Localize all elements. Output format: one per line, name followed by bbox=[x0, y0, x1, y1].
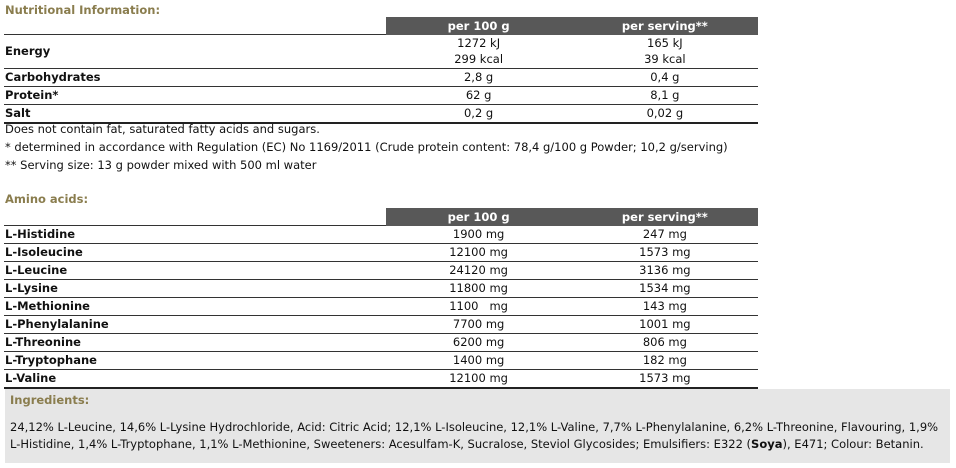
amino-table: per 100 g per serving** L-Histidine 1900… bbox=[4, 208, 758, 389]
row-per-serving: 247 mg bbox=[571, 225, 758, 244]
row-per-serving: 182 mg bbox=[571, 351, 758, 370]
table-row: Salt 0,2 g 0,02 g bbox=[4, 104, 758, 124]
row-per100: 7700 mg bbox=[385, 315, 572, 334]
table-row: L-Valine 12100 mg 1573 mg bbox=[4, 369, 758, 389]
table-row: L-Threonine 6200 mg 806 mg bbox=[4, 333, 758, 352]
ingredients-box: Ingredients: 24,12% L-Leucine, 14,6% L-L… bbox=[5, 389, 950, 463]
row-per-serving: 143 mg bbox=[571, 297, 758, 316]
row-per100: 6200 mg bbox=[385, 333, 572, 352]
energy-per100: 1272 kJ 299 kcal bbox=[385, 34, 572, 69]
ingredients-text-before: 24,12% L-Leucine, 14,6% L-Lysine Hydroch… bbox=[10, 420, 939, 451]
energy-row: Energy 1272 kJ 299 kcal 165 kJ 39 kcal bbox=[4, 34, 758, 69]
row-label: L-Valine bbox=[4, 369, 386, 389]
row-label: L-Leucine bbox=[4, 261, 386, 280]
row-per-serving: 0,4 g bbox=[571, 68, 758, 87]
row-per100: 1900 mg bbox=[385, 225, 572, 244]
table-row: Carbohydrates 2,8 g 0,4 g bbox=[4, 68, 758, 87]
row-label: L-Histidine bbox=[4, 225, 386, 244]
nutrition-title: Nutritional Information: bbox=[5, 3, 161, 17]
header-per-serving: per serving** bbox=[571, 208, 758, 226]
row-per100: 0,2 g bbox=[385, 104, 572, 124]
header-per100: per 100 g bbox=[385, 17, 572, 35]
row-per-serving: 806 mg bbox=[571, 333, 758, 352]
row-per100: 24120 mg bbox=[385, 261, 572, 280]
nutrition-header-row: per 100 g per serving** bbox=[4, 17, 758, 35]
table-row: L-Tryptophane 1400 mg 182 mg bbox=[4, 351, 758, 370]
row-label: L-Threonine bbox=[4, 333, 386, 352]
note-serving-size: ** Serving size: 13 g powder mixed with … bbox=[5, 158, 317, 172]
row-per-serving: 1001 mg bbox=[571, 315, 758, 334]
energy-kj-serving: 165 kJ bbox=[647, 36, 683, 51]
row-per-serving: 1534 mg bbox=[571, 279, 758, 298]
nutrition-table: per 100 g per serving** Energy 1272 kJ 2… bbox=[4, 17, 758, 124]
energy-kcal-per100: 299 kcal bbox=[454, 52, 504, 67]
row-per100: 12100 mg bbox=[385, 243, 572, 262]
ingredients-title: Ingredients: bbox=[10, 393, 90, 407]
amino-title: Amino acids: bbox=[5, 192, 89, 206]
row-per-serving: 0,02 g bbox=[571, 104, 758, 124]
row-label: Protein* bbox=[4, 86, 386, 105]
energy-kj-per100: 1272 kJ bbox=[457, 36, 501, 51]
row-per-serving: 8,1 g bbox=[571, 86, 758, 105]
row-per-serving: 1573 mg bbox=[571, 243, 758, 262]
table-row: Protein* 62 g 8,1 g bbox=[4, 86, 758, 105]
note-no-fat: Does not contain fat, saturated fatty ac… bbox=[5, 122, 320, 136]
row-per-serving: 3136 mg bbox=[571, 261, 758, 280]
row-label: L-Methionine bbox=[4, 297, 386, 316]
row-per100: 1400 mg bbox=[385, 351, 572, 370]
row-label: L-Tryptophane bbox=[4, 351, 386, 370]
row-per100: 1100 mg bbox=[385, 297, 572, 316]
row-per100: 2,8 g bbox=[385, 68, 572, 87]
row-label: Carbohydrates bbox=[4, 68, 386, 87]
row-per100: 62 g bbox=[385, 86, 572, 105]
table-row: L-Phenylalanine 7700 mg 1001 mg bbox=[4, 315, 758, 334]
ingredients-text: 24,12% L-Leucine, 14,6% L-Lysine Hydroch… bbox=[10, 419, 940, 453]
table-row: L-Isoleucine 12100 mg 1573 mg bbox=[4, 243, 758, 262]
row-label: Salt bbox=[4, 104, 386, 124]
energy-per-serving: 165 kJ 39 kcal bbox=[571, 34, 758, 69]
row-label: L-Phenylalanine bbox=[4, 315, 386, 334]
energy-label: Energy bbox=[4, 34, 386, 69]
row-per100: 12100 mg bbox=[385, 369, 572, 389]
row-label: L-Isoleucine bbox=[4, 243, 386, 262]
amino-header-row: per 100 g per serving** bbox=[4, 208, 758, 226]
table-row: L-Lysine 11800 mg 1534 mg bbox=[4, 279, 758, 298]
table-row: L-Histidine 1900 mg 247 mg bbox=[4, 225, 758, 244]
ingredients-text-after: ), E471; Colour: Betanin. bbox=[782, 437, 924, 451]
table-row: L-Methionine 1100 mg 143 mg bbox=[4, 297, 758, 316]
note-protein-regulation: * determined in accordance with Regulati… bbox=[5, 140, 728, 154]
allergen-soya: Soya bbox=[751, 437, 783, 451]
header-per-serving: per serving** bbox=[571, 17, 758, 35]
row-per100: 11800 mg bbox=[385, 279, 572, 298]
header-empty bbox=[4, 208, 386, 226]
energy-kcal-serving: 39 kcal bbox=[644, 52, 686, 67]
row-label: L-Lysine bbox=[4, 279, 386, 298]
table-row: L-Leucine 24120 mg 3136 mg bbox=[4, 261, 758, 280]
row-per-serving: 1573 mg bbox=[571, 369, 758, 389]
header-per100: per 100 g bbox=[385, 208, 572, 226]
header-empty bbox=[4, 17, 386, 35]
